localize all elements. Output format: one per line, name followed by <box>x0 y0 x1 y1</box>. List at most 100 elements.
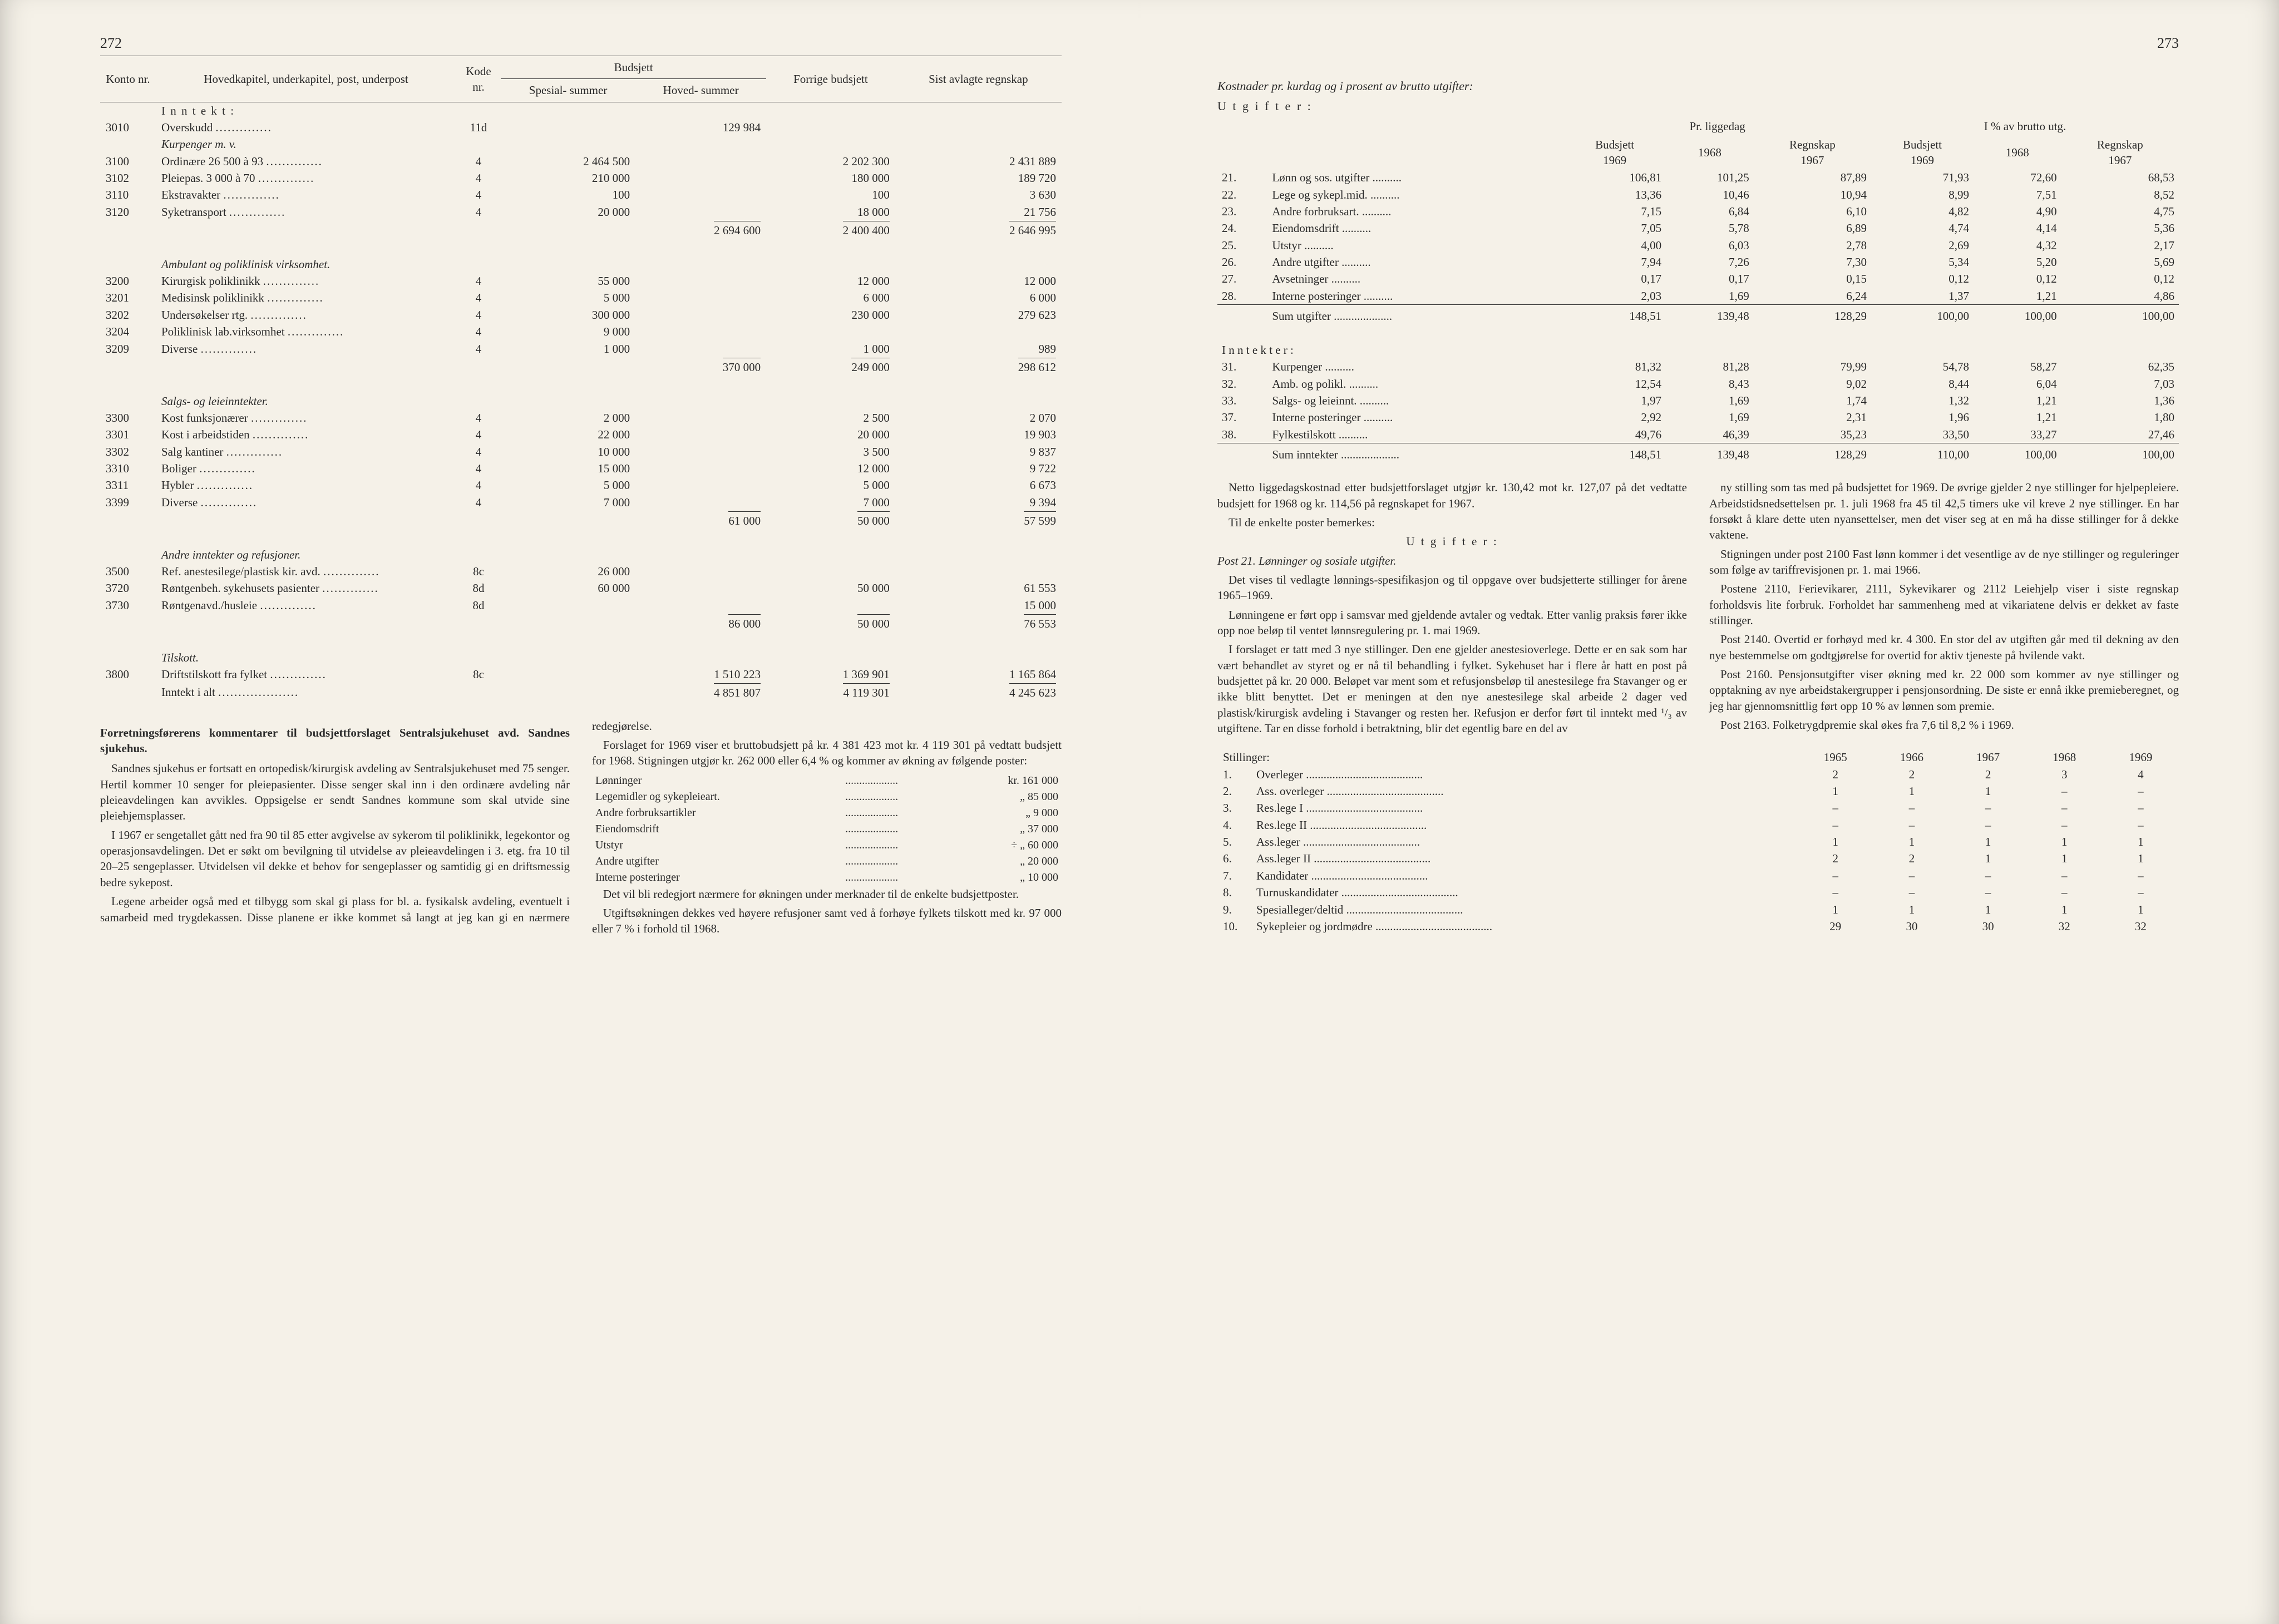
table-cell: 139,48 <box>1666 443 1754 463</box>
table-cell: 4,86 <box>2061 288 2179 305</box>
table-cell <box>766 649 895 666</box>
table-cell: 6,10 <box>1754 203 1871 220</box>
table-cell: ................... <box>843 773 954 788</box>
commentary-p: Det vil bli redegjort nærmere for økning… <box>592 886 1062 902</box>
commentary-p: Lønningene er ført opp i samsvar med gje… <box>1217 607 1687 639</box>
th: Budsjett1969 <box>1871 136 1974 170</box>
table-cell: 13,36 <box>1563 186 1666 203</box>
table-cell: 32 <box>2026 918 2103 935</box>
table-cell: 100,00 <box>1974 305 2061 325</box>
table-cell: Hybler .............. <box>156 477 456 493</box>
table-cell: 3399 <box>100 494 156 511</box>
table-cell: 8d <box>456 597 501 614</box>
table-cell: 1 <box>1797 833 1873 850</box>
table-cell <box>456 239 501 255</box>
table-cell <box>635 409 766 426</box>
th: 1968 <box>1974 136 2061 170</box>
table-cell: ................... <box>843 838 954 853</box>
table-cell: 8,43 <box>1666 376 1754 392</box>
table-cell <box>100 102 156 119</box>
commentary-p: Post 2160. Pensjonsutgifter viser økning… <box>1709 667 2179 714</box>
table-cell: Turnuskandidater .......................… <box>1251 884 1797 901</box>
table-cell: 100,00 <box>1871 305 1974 325</box>
table-cell: 9,02 <box>1754 376 1871 392</box>
th-year: 1969 <box>2103 749 2179 766</box>
table-cell <box>156 632 456 649</box>
table-cell <box>100 376 156 392</box>
table-cell: 19 903 <box>895 426 1062 443</box>
th-forrige: Forrige budsjett <box>766 56 895 102</box>
table-cell <box>895 563 1062 580</box>
table-cell: Andre utgifter <box>593 854 842 869</box>
table-cell <box>100 649 156 666</box>
utgifter-label: U t g i f t e r : <box>1217 98 2179 115</box>
table-cell: „ 85 000 <box>955 789 1060 804</box>
commentary-left: Forretningsførerens kommentarer til buds… <box>100 718 1062 937</box>
table-cell: 3010 <box>100 119 156 136</box>
table-cell: 29 <box>1797 918 1873 935</box>
table-cell: 50 000 <box>766 511 895 529</box>
table-cell <box>895 256 1062 273</box>
table-cell: Kurpenger .......... <box>1267 358 1563 375</box>
table-cell: kr. 161 000 <box>955 773 1060 788</box>
table-cell: „ 9 000 <box>955 806 1060 821</box>
table-cell: 46,39 <box>1666 426 1754 443</box>
table-cell <box>895 239 1062 255</box>
table-cell: 2 <box>1797 766 1873 783</box>
table-cell <box>635 529 766 546</box>
table-cell: 62,35 <box>2061 358 2179 375</box>
table-cell: 6 000 <box>766 289 895 306</box>
table-cell: 3730 <box>100 597 156 614</box>
table-cell <box>100 546 156 563</box>
table-cell <box>635 186 766 203</box>
table-cell: 3201 <box>100 289 156 306</box>
table-cell: Sum inntekter .................... <box>1267 443 1563 463</box>
table-cell: ................... <box>843 789 954 804</box>
table-cell: Legemidler og sykepleieart. <box>593 789 842 804</box>
table-cell: 25. <box>1217 237 1267 254</box>
table-cell: 4,14 <box>1974 220 2061 236</box>
table-cell: 7,30 <box>1754 254 1871 270</box>
table-cell: 15 000 <box>895 597 1062 614</box>
table-cell <box>501 511 635 529</box>
table-cell: 101,25 <box>1666 169 1754 186</box>
table-cell: Kirurgisk poliklinikk .............. <box>156 273 456 289</box>
table-cell <box>100 220 156 239</box>
table-cell: 3200 <box>100 273 156 289</box>
table-cell: 1,21 <box>1974 288 2061 305</box>
table-cell: – <box>1873 867 1950 884</box>
table-cell <box>456 529 501 546</box>
table-cell: 279 623 <box>895 307 1062 323</box>
table-cell <box>501 136 635 152</box>
table-cell: 5,34 <box>1871 254 1974 270</box>
table-cell: Inntekt i alt .................... <box>156 683 456 701</box>
table-cell: 10 000 <box>501 443 635 460</box>
table-cell: Undersøkelser rtg. .............. <box>156 307 456 323</box>
table-cell <box>766 632 895 649</box>
table-cell: 210 000 <box>501 170 635 186</box>
table-cell: Ass.leger II ...........................… <box>1251 850 1797 867</box>
th-year: 1967 <box>1950 749 2026 766</box>
table-cell: 6,84 <box>1666 203 1754 220</box>
table-cell: 1,97 <box>1563 392 1666 409</box>
table-cell: – <box>1873 817 1950 833</box>
table-cell: 249 000 <box>766 357 895 376</box>
table-cell: 33. <box>1217 392 1267 409</box>
table-cell <box>100 239 156 255</box>
table-cell: 1,32 <box>1871 392 1974 409</box>
table-cell: 9 394 <box>895 494 1062 511</box>
table-cell: 31. <box>1217 358 1267 375</box>
table-cell: 6 673 <box>895 477 1062 493</box>
table-cell: 6,03 <box>1666 237 1754 254</box>
table-cell: 12 000 <box>766 460 895 477</box>
table-cell <box>100 632 156 649</box>
table-cell: 4 851 807 <box>635 683 766 701</box>
table-cell: Interne posteringer .......... <box>1267 288 1563 305</box>
inntekter-label: I n n t e k t e r : <box>1217 342 2179 358</box>
table-cell: 3204 <box>100 323 156 340</box>
table-cell <box>501 666 635 683</box>
table-cell: 10,46 <box>1666 186 1754 203</box>
commentary-p: Post 2163. Folketrygdpremie skal økes fr… <box>1709 717 2179 733</box>
table-cell: 30 <box>1873 918 1950 935</box>
table-cell: 4 <box>456 307 501 323</box>
